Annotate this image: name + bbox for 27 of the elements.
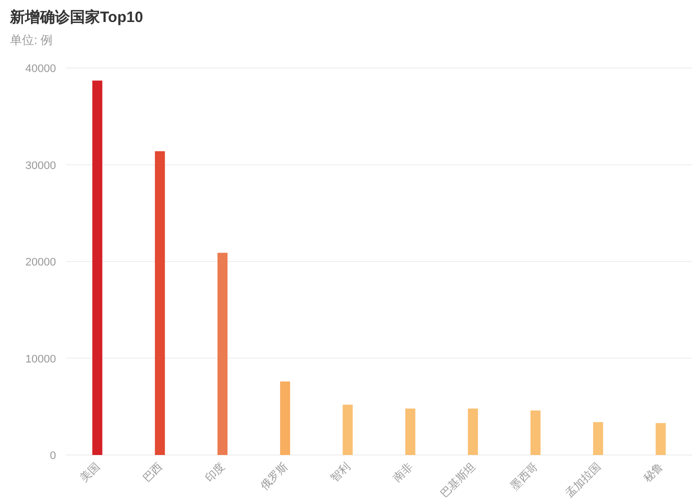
bar <box>154 151 165 455</box>
x-tick-label: 巴基斯坦 <box>438 460 478 500</box>
bar <box>656 423 666 455</box>
x-tick-label: 南非 <box>390 460 416 485</box>
y-tick-label: 30000 <box>25 160 56 172</box>
bar <box>92 80 102 455</box>
bar <box>593 422 604 455</box>
bar <box>342 404 353 455</box>
y-tick-label: 0 <box>50 450 56 462</box>
bar <box>530 410 541 455</box>
bar <box>468 408 478 455</box>
y-tick-label: 10000 <box>25 353 56 366</box>
bar <box>217 252 228 455</box>
y-tick-label: 20000 <box>25 256 56 268</box>
x-tick-label: 墨西哥 <box>508 460 541 492</box>
x-tick-label: 孟加拉国 <box>562 460 604 500</box>
y-tick-label: 40000 <box>25 63 56 75</box>
bar <box>405 408 416 455</box>
x-tick-label: 美国 <box>78 460 102 485</box>
x-tick-label: 巴西 <box>140 460 166 485</box>
chart-title: 新增确诊国家Top10 <box>9 8 144 26</box>
x-tick-label: 印度 <box>202 460 228 485</box>
bar <box>280 381 290 455</box>
x-tick-label: 俄罗斯 <box>258 460 290 492</box>
x-tick-label: 智利 <box>328 460 353 485</box>
chart-subtitle: 单位: 例 <box>10 33 53 47</box>
x-tick-label: 秘鲁 <box>642 460 666 485</box>
